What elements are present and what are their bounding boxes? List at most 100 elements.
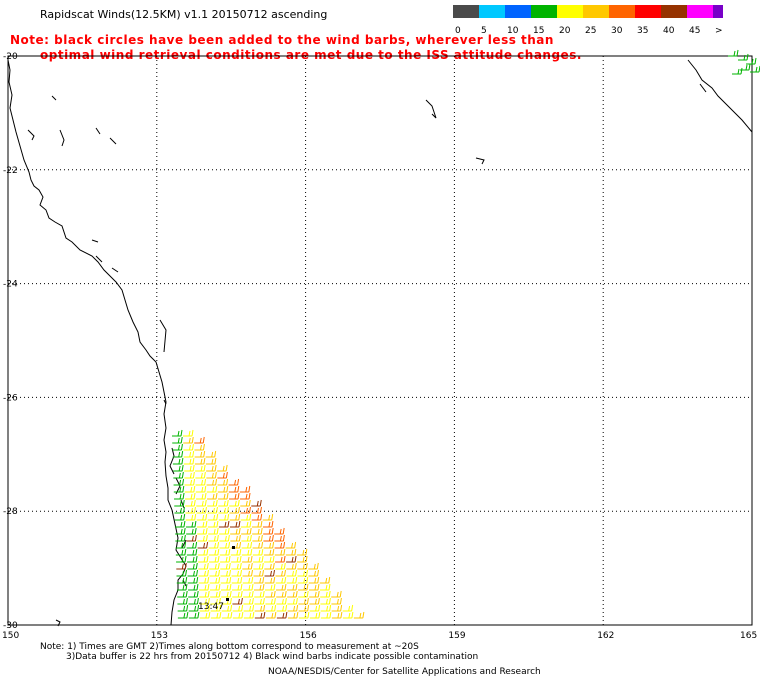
wind-barb — [263, 541, 275, 549]
color-swatch — [583, 5, 609, 18]
wind-barb — [219, 548, 231, 556]
wind-barb — [209, 576, 221, 584]
wind-barb — [231, 555, 242, 563]
wind-barb — [207, 492, 218, 500]
coastline-segment — [175, 477, 181, 495]
wind-barb — [198, 569, 210, 577]
wind-barb — [219, 527, 230, 535]
wind-barb — [296, 548, 308, 556]
wind-barb — [732, 67, 743, 75]
wind-barb — [198, 555, 209, 563]
wind-barb — [230, 548, 242, 556]
wind-barb — [173, 485, 185, 493]
wind-barb — [196, 520, 208, 528]
wind-barb — [320, 604, 332, 612]
wind-barb — [185, 492, 196, 500]
wind-barb — [276, 597, 287, 605]
coastline-segment — [475, 157, 485, 165]
wind-barb — [194, 457, 206, 465]
wind-barb — [187, 583, 199, 591]
wind-barb — [230, 527, 241, 535]
wind-barb — [298, 590, 309, 598]
color-legend-label: 15 — [533, 26, 544, 36]
wind-barb — [320, 611, 332, 619]
footer-credit: NOAA/NESDIS/Center for Satellite Applica… — [268, 667, 541, 677]
wind-barb — [286, 569, 298, 577]
wind-barbs — [172, 49, 760, 619]
wind-barb — [276, 590, 287, 598]
wind-barb — [298, 597, 309, 605]
wind-barb — [184, 478, 196, 486]
wind-barb — [221, 604, 233, 612]
wind-barb — [229, 520, 241, 528]
color-swatch — [557, 5, 583, 18]
wind-barb — [254, 604, 266, 612]
wind-barb — [275, 555, 286, 563]
wind-barb — [228, 485, 240, 493]
wind-barb — [172, 436, 183, 444]
wind-barb — [177, 597, 188, 605]
wind-barb — [275, 562, 286, 570]
wind-barb — [320, 590, 331, 598]
y-tick-label: -24 — [3, 280, 18, 290]
wind-barb — [298, 611, 310, 619]
wind-barb — [242, 583, 254, 591]
wind-barb — [205, 457, 217, 465]
wind-barb — [265, 611, 277, 619]
color-swatch — [479, 5, 505, 18]
wind-barb — [218, 492, 229, 500]
coastline-segment — [91, 239, 99, 243]
wind-barb — [206, 464, 217, 472]
wind-barb — [228, 478, 240, 486]
wind-barb — [207, 499, 218, 507]
wind-barb — [210, 590, 221, 598]
wind-barb — [286, 555, 297, 563]
wind-barb — [177, 590, 188, 598]
wind-barb — [285, 548, 297, 556]
wind-barb — [185, 513, 197, 521]
wind-barb — [220, 576, 232, 584]
wind-barb — [240, 513, 252, 521]
wind-barb — [274, 541, 286, 549]
wind-barb — [174, 492, 185, 500]
wind-barb — [239, 485, 251, 493]
wind-barb — [172, 450, 184, 458]
wind-barb — [197, 548, 209, 556]
wind-barb — [195, 478, 207, 486]
wind-barb — [221, 611, 233, 619]
wind-barb — [309, 611, 321, 619]
wind-barb — [184, 471, 195, 479]
wind-barb — [253, 576, 265, 584]
wind-barb — [240, 492, 251, 500]
wind-barb — [253, 562, 264, 570]
wind-barb — [194, 450, 206, 458]
coastline-segment — [159, 319, 167, 353]
wind-barb — [199, 604, 211, 612]
wind-barb — [252, 541, 264, 549]
wind-barb — [265, 604, 277, 612]
wind-barb — [274, 534, 285, 542]
wind-barb — [331, 590, 342, 598]
wind-barb — [208, 548, 220, 556]
wind-barb — [174, 499, 185, 507]
wind-barb — [195, 485, 207, 493]
wind-barb — [308, 576, 320, 584]
wind-barb — [242, 562, 253, 570]
wind-barb — [188, 597, 199, 605]
color-legend-label: 20 — [559, 26, 571, 36]
wind-barb — [206, 471, 217, 479]
wind-barb — [188, 611, 200, 619]
wind-barb — [275, 569, 287, 577]
wind-barb — [188, 604, 200, 612]
page-title: Rapidscat Winds(12.5KM) v1.1 20150712 as… — [40, 8, 328, 21]
coastline-segment — [59, 129, 65, 147]
wind-barb — [263, 534, 274, 542]
x-tick-label: 159 — [448, 631, 465, 640]
wind-barb — [199, 597, 210, 605]
x-tick-label: 153 — [151, 631, 168, 640]
wind-barb — [232, 611, 244, 619]
wind-barb — [209, 583, 221, 591]
wind-barb — [309, 597, 320, 605]
wind-barb — [196, 513, 208, 521]
